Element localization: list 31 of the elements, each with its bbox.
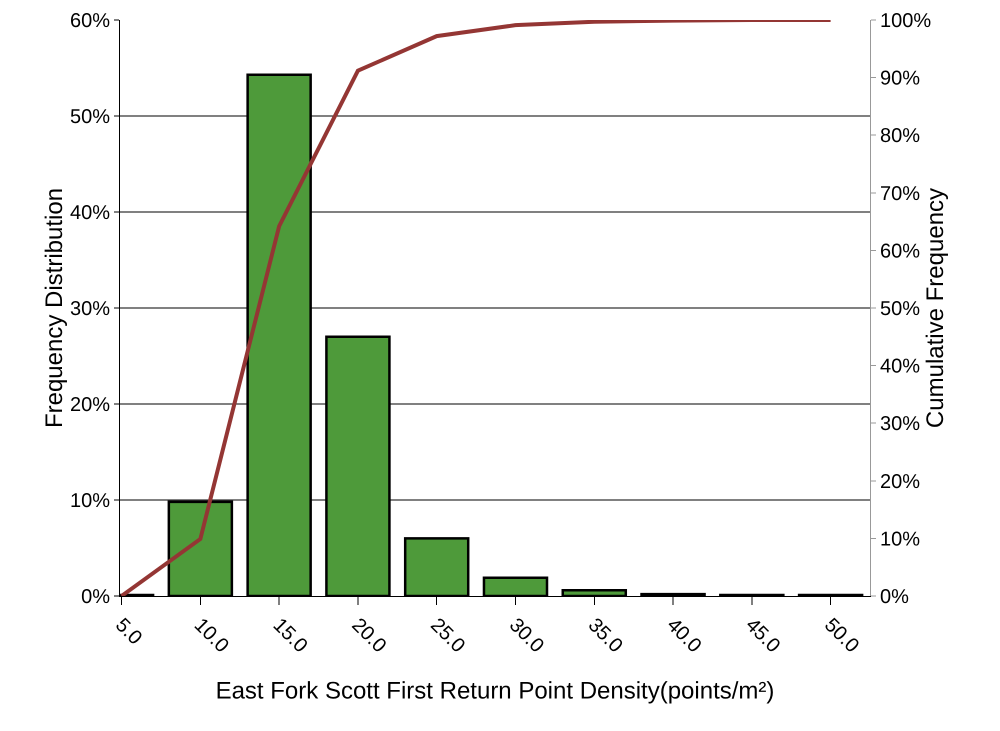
y2-tick-label: 100% — [880, 10, 932, 32]
y2-tick-label: 30% — [880, 413, 920, 436]
y-tick-label: 20% — [70, 394, 110, 416]
x-tick-label: 10.0 — [190, 614, 233, 658]
y-tick-label: 50% — [70, 106, 110, 128]
y-tick-label: 10% — [70, 490, 110, 512]
x-tick-label: 5.0 — [110, 614, 146, 650]
y2-tick-label: 10% — [880, 528, 920, 550]
y2-tick-label: 50% — [880, 298, 920, 320]
x-tick-label: 50.0 — [820, 614, 864, 658]
y-tick-label: 40% — [70, 202, 110, 224]
x-tick-label: 15.0 — [268, 614, 312, 658]
x-tick-label: 45.0 — [741, 614, 784, 658]
y2-tick-label: 20% — [880, 470, 920, 493]
y2-tick-label: 40% — [880, 356, 920, 378]
x-tick-label: 20.0 — [347, 614, 390, 658]
y2-tick-label: 90% — [880, 68, 920, 90]
y-tick-label: 60% — [70, 10, 110, 32]
x-tick-label: 25.0 — [426, 614, 470, 658]
y2-tick-label: 80% — [880, 125, 920, 148]
y2-tick-label: 0% — [880, 586, 910, 608]
y-tick-label: 30% — [70, 298, 110, 320]
y-axis-title: Frequency Distribution — [40, 188, 68, 428]
y2-axis-title: Cumulative Frequency — [922, 188, 950, 428]
y2-tick-label: 60% — [880, 240, 920, 262]
y2-tick-label: 70% — [880, 182, 920, 205]
x-tick-label: 40.0 — [662, 614, 706, 658]
x-axis-title: East Fork Scott First Return Point Density(points/m²) — [216, 677, 774, 704]
x-tick-label: 30.0 — [504, 614, 548, 658]
y-tick-label: 0% — [81, 586, 110, 608]
x-tick-label: 35.0 — [584, 614, 627, 658]
